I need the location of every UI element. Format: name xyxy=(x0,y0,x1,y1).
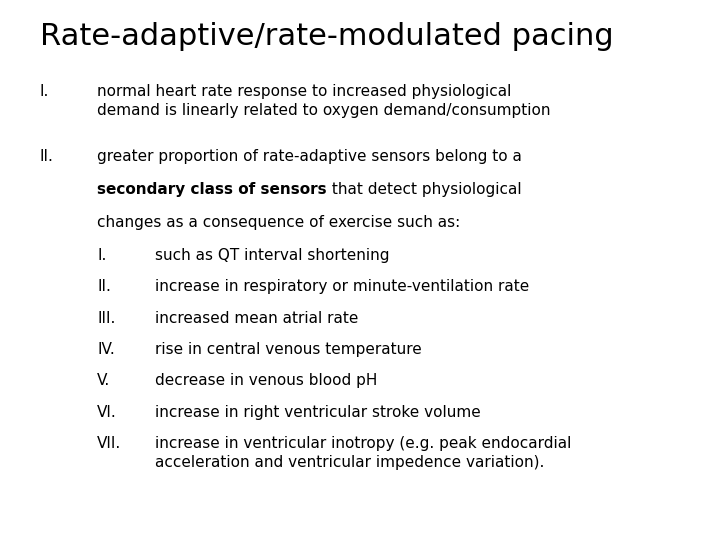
Text: increase in respiratory or minute-ventilation rate: increase in respiratory or minute-ventil… xyxy=(155,279,529,294)
Text: I.: I. xyxy=(97,248,107,263)
Text: VII.: VII. xyxy=(97,436,122,451)
Text: increase in ventricular inotropy (e.g. peak endocardial
acceleration and ventric: increase in ventricular inotropy (e.g. p… xyxy=(155,436,571,470)
Text: greater proportion of rate-adaptive sensors belong to a: greater proportion of rate-adaptive sens… xyxy=(97,150,522,165)
Text: II.: II. xyxy=(97,279,111,294)
Text: II.: II. xyxy=(40,150,53,165)
Text: increase in right ventricular stroke volume: increase in right ventricular stroke vol… xyxy=(155,404,480,420)
Text: normal heart rate response to increased physiological
demand is linearly related: normal heart rate response to increased … xyxy=(97,84,551,118)
Text: changes as a consequence of exercise such as:: changes as a consequence of exercise suc… xyxy=(97,215,461,230)
Text: VI.: VI. xyxy=(97,404,117,420)
Text: V.: V. xyxy=(97,373,110,388)
Text: I.: I. xyxy=(40,84,49,99)
Text: rise in central venous temperature: rise in central venous temperature xyxy=(155,342,421,357)
Text: that detect physiological: that detect physiological xyxy=(327,183,521,197)
Text: III.: III. xyxy=(97,310,116,326)
Text: secondary class of sensors: secondary class of sensors xyxy=(97,183,327,197)
Text: Rate-adaptive/rate-modulated pacing: Rate-adaptive/rate-modulated pacing xyxy=(40,22,613,51)
Text: decrease in venous blood pH: decrease in venous blood pH xyxy=(155,373,377,388)
Text: IV.: IV. xyxy=(97,342,115,357)
Text: such as QT interval shortening: such as QT interval shortening xyxy=(155,248,390,263)
Text: increased mean atrial rate: increased mean atrial rate xyxy=(155,310,358,326)
